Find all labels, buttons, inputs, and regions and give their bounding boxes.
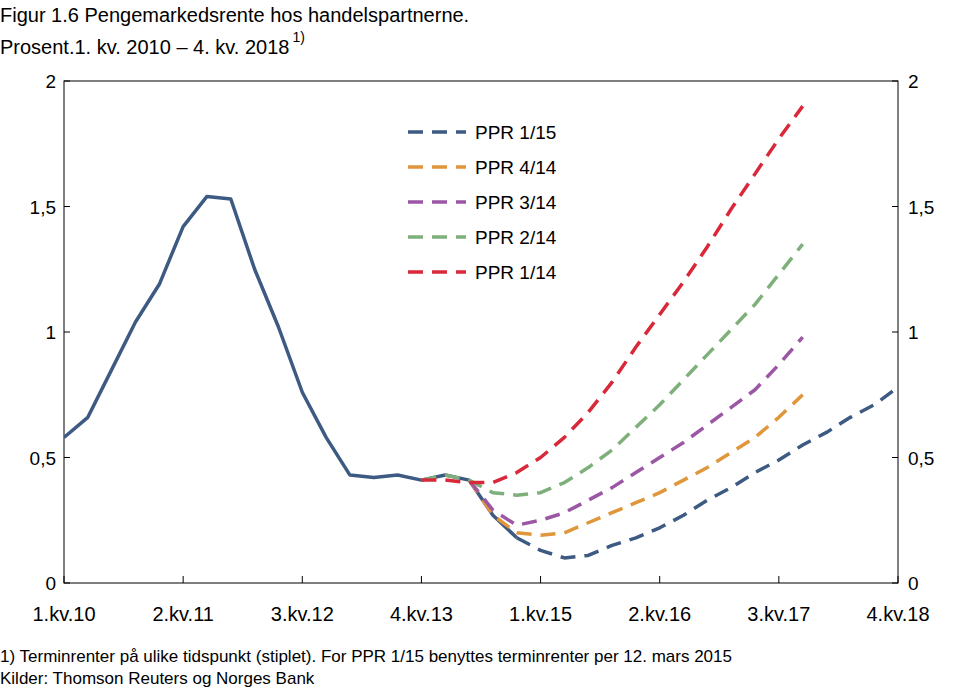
y-tick-label: 0,5 (908, 448, 934, 469)
y-tick (892, 206, 898, 207)
plot-frame (64, 81, 898, 583)
y-tick-label: 0,5 (30, 448, 56, 469)
x-tick (64, 576, 65, 583)
subtitle-note: 1) (292, 29, 304, 45)
y-tick (64, 457, 70, 458)
footnote: Kilder: Thomson Reuters og Norges Bank (0, 669, 315, 688)
y-tick (64, 583, 70, 584)
y-tick-label: 2 (45, 71, 56, 92)
y-tick (64, 81, 70, 82)
y-tick (892, 81, 898, 82)
legend-swatch (408, 200, 466, 204)
x-tick-label: 4.kv.18 (867, 603, 930, 625)
x-tick (778, 576, 779, 583)
y-tick-label: 1 (45, 322, 56, 343)
legend-swatch (408, 270, 466, 274)
y-tick (64, 206, 70, 207)
series-line (517, 387, 898, 558)
footnote: 1) Terminrenter på ulike tidspunkt (stip… (0, 647, 732, 666)
x-tick-label: 1.kv.15 (509, 603, 572, 625)
y-tick-label: 1 (908, 322, 919, 343)
y-tick-label: 0 (45, 573, 56, 594)
y-tick-label: 0 (908, 573, 919, 594)
y-tick (64, 332, 70, 333)
x-tick (183, 576, 184, 583)
plot-area (64, 106, 898, 558)
y-tick-label: 1,5 (908, 197, 934, 218)
series-line (469, 337, 803, 525)
x-tick-label: 1.kv.10 (33, 603, 96, 625)
y-tick (892, 332, 898, 333)
legend-label: PPR 3/14 (475, 192, 557, 213)
legend-swatch (408, 165, 466, 169)
x-tick (302, 576, 303, 583)
x-tick (659, 576, 660, 583)
title: Figur 1.6 Pengemarkedsrente hos handelsp… (0, 4, 469, 26)
x-tick (540, 576, 541, 583)
y-tick (892, 457, 898, 458)
x-tick-label: 2.kv.16 (628, 603, 691, 625)
legend-label: PPR 1/14 (475, 262, 557, 283)
y-tick (892, 583, 898, 584)
series-line (469, 395, 803, 536)
legend-swatch (408, 235, 466, 239)
y-tick-label: 1,5 (30, 197, 56, 218)
x-tick-label: 4.kv.13 (390, 603, 453, 625)
legend-label: PPR 1/15 (475, 122, 556, 143)
chart: Figur 1.6 Pengemarkedsrente hos handelsp… (0, 0, 960, 691)
legend-swatch (408, 130, 466, 134)
x-tick-label: 3.kv.17 (747, 603, 810, 625)
x-tick-label: 2.kv.11 (152, 603, 214, 625)
y-tick-label: 2 (908, 71, 919, 92)
subtitle: Prosent.1. kv. 2010 – 4. kv. 2018 (0, 36, 289, 58)
series-line (421, 106, 802, 483)
legend-label: PPR 4/14 (475, 157, 557, 178)
legend-label: PPR 2/14 (475, 227, 557, 248)
x-tick (898, 576, 899, 583)
x-tick-label: 3.kv.12 (271, 603, 334, 625)
series-line (64, 196, 517, 537)
series-line (421, 244, 802, 495)
x-tick (421, 576, 422, 583)
